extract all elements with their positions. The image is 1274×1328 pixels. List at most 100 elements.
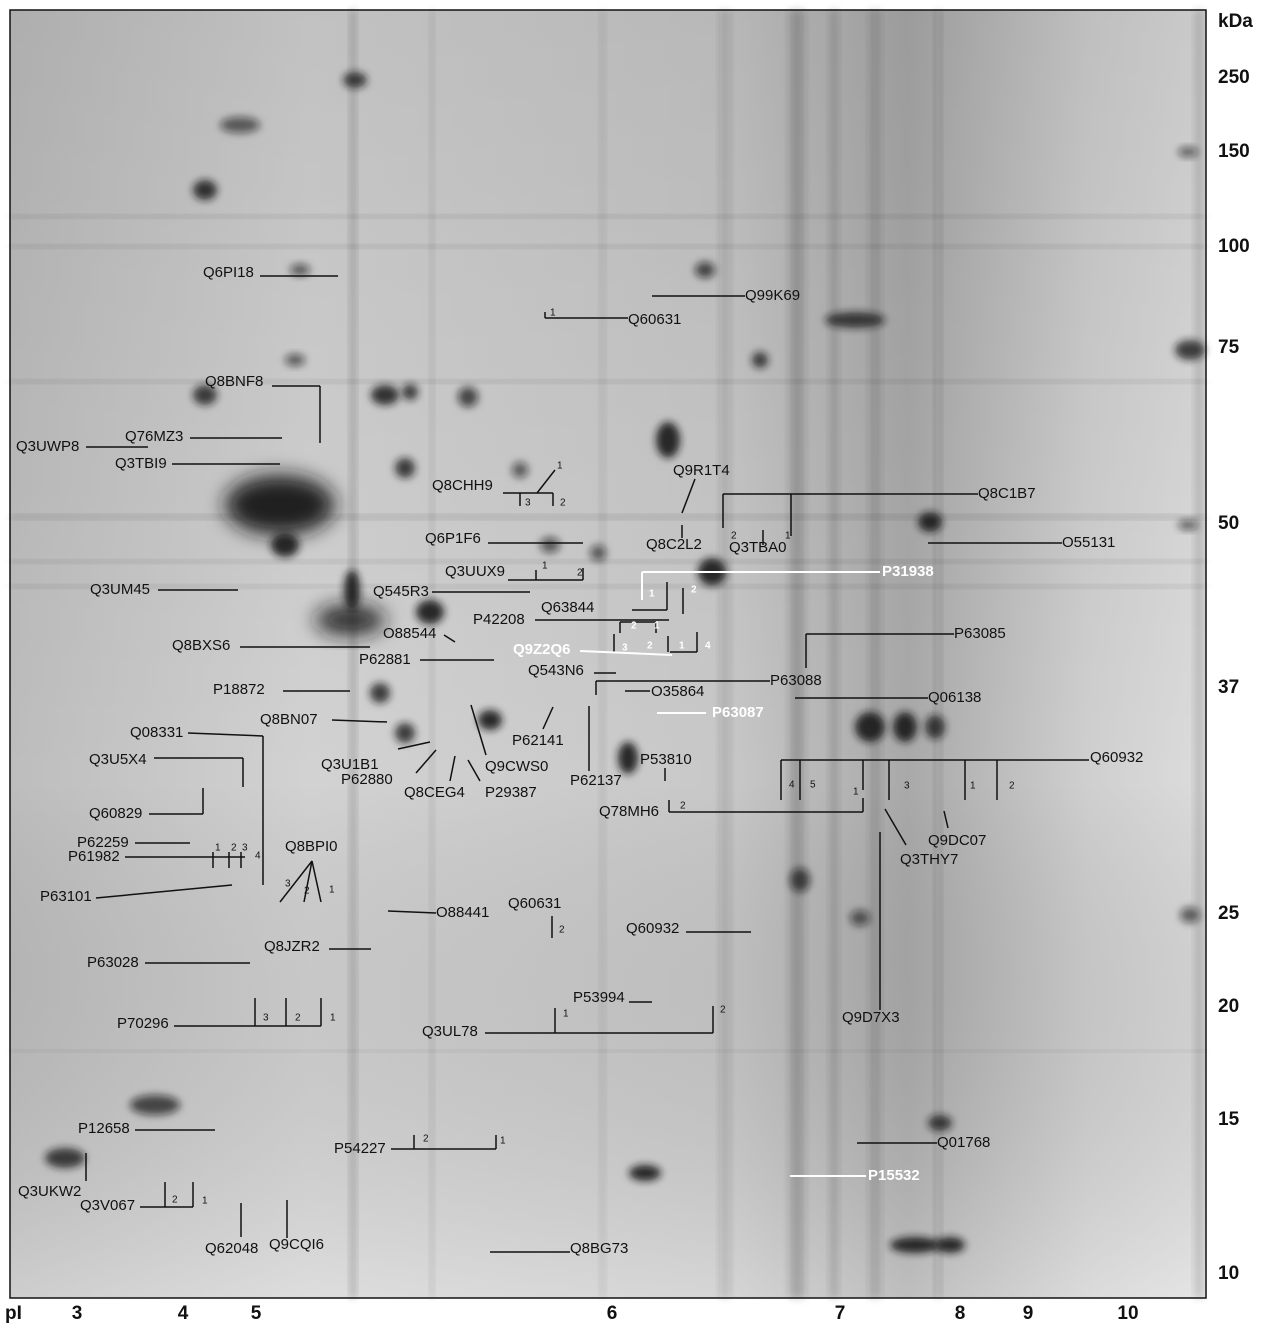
band (10, 215, 1206, 218)
spot (590, 545, 606, 561)
pi-label: 4 (178, 1303, 189, 1324)
protein-label: P63101 (40, 888, 92, 905)
spot (344, 570, 360, 610)
protein-label: Q8JZR2 (264, 938, 320, 955)
protein-label: P54227 (334, 1140, 386, 1157)
spot (130, 1095, 180, 1115)
mw-label: 15 (1218, 1109, 1240, 1130)
protein-label: Q08331 (130, 724, 183, 741)
streak (350, 10, 356, 1298)
streak (720, 10, 730, 1298)
spot-number: 5 (810, 780, 816, 791)
spot-number: 3 (622, 643, 628, 654)
spot (925, 715, 945, 739)
spot-number: 1 (557, 461, 563, 472)
spot (855, 712, 885, 742)
protein-label: Q9DC07 (928, 832, 986, 849)
mw-label: 75 (1218, 337, 1240, 358)
protein-label: Q01768 (937, 1134, 990, 1151)
protein-label: Q9Z2Q6 (513, 641, 571, 658)
protein-label: Q60631 (628, 311, 681, 328)
spot (656, 422, 680, 458)
band (10, 1050, 1206, 1052)
streak (600, 10, 605, 1298)
protein-label: Q3UL78 (422, 1023, 478, 1040)
spot (825, 312, 885, 328)
protein-label: Q3UWP8 (16, 438, 79, 455)
spot (220, 117, 260, 133)
spot-number: 1 (542, 561, 548, 572)
gel-figure: Q6PI18Q99K69Q60631Q8BNF8Q76MZ3Q3UWP8Q3TB… (0, 0, 1274, 1328)
spot-number: 4 (789, 780, 795, 791)
spot (402, 384, 418, 400)
spot-number: 1 (654, 621, 660, 632)
protein-label: Q9CWS0 (485, 758, 548, 775)
mw-label: 50 (1218, 513, 1239, 534)
protein-label: Q60932 (626, 920, 679, 937)
spot (285, 354, 305, 366)
protein-label: Q8C2L2 (646, 536, 702, 553)
spot (790, 868, 810, 892)
protein-label: Q63844 (541, 599, 594, 616)
spot (343, 72, 367, 88)
protein-label: O35864 (651, 683, 704, 700)
spot (478, 710, 502, 730)
pi-label: 6 (607, 1303, 618, 1324)
spot-number: 2 (172, 1195, 178, 1206)
protein-label: Q543N6 (528, 662, 584, 679)
spot (290, 264, 310, 276)
protein-label: Q9D7X3 (842, 1009, 900, 1026)
streak (870, 10, 880, 1298)
spot (512, 462, 528, 478)
protein-label: Q6P1F6 (425, 530, 481, 547)
spot (918, 512, 942, 532)
protein-label: Q60932 (1090, 749, 1143, 766)
spot (370, 683, 390, 703)
protein-label: Q9R1T4 (673, 462, 730, 479)
spot (629, 1165, 661, 1181)
spot-number: 2 (304, 886, 310, 897)
spot-number: 3 (904, 781, 910, 792)
spot (271, 533, 299, 557)
band (10, 380, 1206, 383)
protein-label: Q8C1B7 (978, 485, 1036, 502)
protein-label: P29387 (485, 784, 537, 801)
protein-label: P53810 (640, 751, 692, 768)
mw-label: 100 (1218, 236, 1250, 257)
spot-number: 3 (285, 879, 291, 890)
protein-label: Q8BPI0 (285, 838, 338, 855)
pi-axis-title: pI (5, 1303, 22, 1324)
protein-label: P63088 (770, 672, 822, 689)
pi-label: 8 (955, 1303, 966, 1324)
band (10, 560, 1206, 563)
protein-label: P62880 (341, 771, 393, 788)
spot-number: 2 (691, 585, 697, 596)
protein-label: O88441 (436, 904, 489, 921)
spot-number: 2 (647, 641, 653, 652)
protein-label: Q6PI18 (203, 264, 254, 281)
spot (540, 537, 560, 553)
protein-label: Q62048 (205, 1240, 258, 1257)
streak (430, 10, 434, 1298)
spot (850, 910, 870, 926)
protein-label: Q60829 (89, 805, 142, 822)
band (10, 515, 1206, 519)
spot-number: 2 (680, 801, 686, 812)
spot (395, 458, 415, 478)
spot-number: 1 (853, 787, 859, 798)
protein-label: P62141 (512, 732, 564, 749)
pi-label: 3 (72, 1303, 83, 1324)
spot (395, 723, 415, 743)
band (10, 585, 1206, 588)
mw-label: 20 (1218, 996, 1239, 1017)
band (10, 245, 1206, 248)
gel-shading (10, 10, 1206, 1298)
protein-label: Q8CHH9 (432, 477, 493, 494)
spot-number: 2 (577, 568, 583, 579)
pi-label: 7 (835, 1303, 846, 1324)
spot-number: 1 (649, 589, 655, 600)
streak (790, 10, 804, 1298)
spot (1178, 147, 1198, 157)
spot-number: 2 (631, 621, 637, 632)
spot-number: 1 (500, 1136, 506, 1147)
